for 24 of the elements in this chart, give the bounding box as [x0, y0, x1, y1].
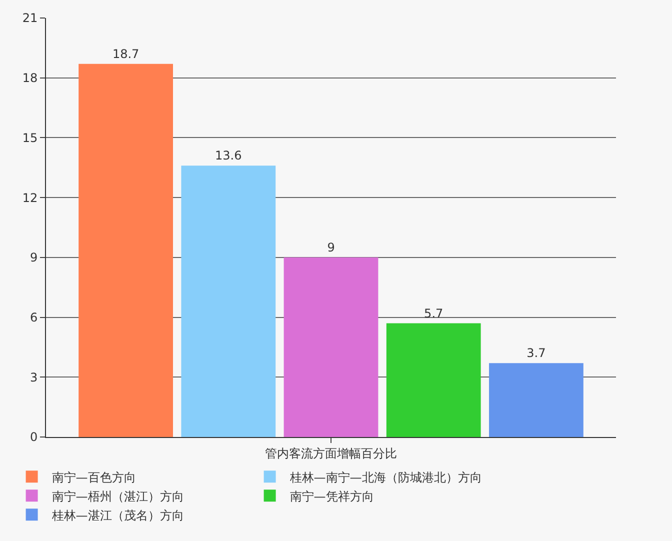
y-tick-label: 9 — [30, 250, 38, 265]
y-tick-label: 6 — [30, 310, 38, 324]
data-label: 18.7 — [112, 46, 140, 61]
bar — [489, 363, 584, 437]
data-label: 9 — [327, 240, 335, 254]
data-label: 5.7 — [424, 306, 444, 320]
y-tick-label: 21 — [22, 11, 38, 26]
legend-label: 南宁—百色方向 — [52, 470, 136, 484]
y-tick-label: 12 — [22, 190, 38, 205]
y-tick-label: 0 — [30, 430, 38, 444]
legend-label: 桂林—湛江（茂名）方向 — [50, 508, 184, 522]
bar — [181, 166, 276, 437]
y-tick-label: 3 — [30, 370, 38, 384]
y-tick-label: 15 — [22, 130, 38, 145]
legend-label: 南宁—梧州（湛江）方向 — [52, 489, 184, 504]
data-label: 13.6 — [215, 148, 242, 163]
bar — [386, 323, 481, 437]
x-tick-label: 管内客流方面增幅百分比 — [265, 446, 397, 460]
y-tick-label: 18 — [22, 71, 38, 86]
bar — [78, 64, 173, 437]
legend-label: 南宁—凭祥方向 — [290, 489, 374, 504]
bar — [284, 257, 378, 437]
data-label: 3.7 — [526, 346, 546, 360]
legend-label: 桂林—南宁—北海（防城港北）方向 — [288, 470, 482, 484]
